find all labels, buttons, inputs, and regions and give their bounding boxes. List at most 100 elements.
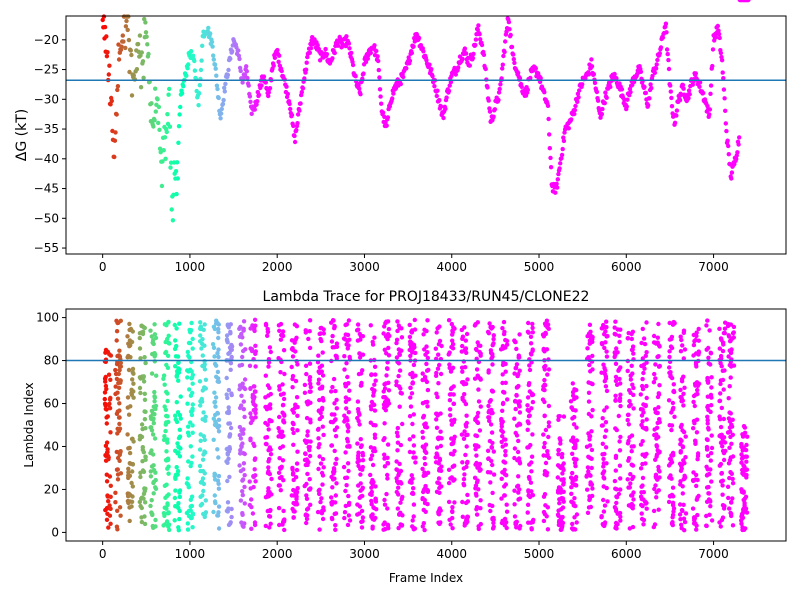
bottom-data-point [503, 448, 508, 454]
bottom-data-point [248, 326, 253, 331]
top-x-tick-label: 0 [99, 260, 107, 274]
bottom-data-point [558, 441, 563, 446]
bottom-data-point [201, 511, 206, 517]
bottom-data-point [424, 425, 430, 430]
top-x-tick-label: 7000 [698, 260, 729, 274]
bottom-data-point [450, 365, 456, 370]
top-data-point [559, 152, 565, 158]
bottom-data-point [118, 378, 123, 383]
bottom-data-point [589, 465, 594, 471]
bottom-data-point [546, 420, 552, 425]
bottom-data-point [474, 512, 480, 517]
bottom-data-point [316, 377, 322, 382]
bottom-data-point [321, 331, 326, 336]
bottom-data-point [215, 513, 221, 518]
bottom-data-point [173, 488, 178, 493]
bottom-data-point [177, 516, 182, 522]
bottom-data-point [460, 499, 465, 505]
bottom-data-point [542, 492, 548, 497]
top-data-point [131, 73, 136, 78]
bottom-data-point [347, 518, 353, 523]
bottom-data-point [176, 370, 182, 375]
top-data-point [453, 72, 458, 77]
bottom-data-point [216, 481, 221, 486]
top-data-point [660, 35, 666, 40]
top-data-point [156, 104, 162, 110]
bottom-data-point [447, 407, 453, 412]
bottom-data-point [280, 382, 285, 387]
top-data-point [432, 84, 437, 89]
bottom-data-point [212, 390, 217, 395]
bottom-data-point [449, 344, 454, 350]
bottom-data-point [448, 369, 454, 374]
bottom-data-point [240, 492, 245, 498]
bottom-data-point [486, 331, 492, 336]
top-data-point [184, 73, 189, 78]
bottom-data-point [690, 506, 696, 511]
top-data-point [266, 90, 271, 95]
bottom-data-point [398, 500, 403, 505]
bottom-data-point [487, 415, 492, 420]
top-y-ticks: −55−50−45−40−35−30−25−20 [34, 33, 66, 255]
bottom-data-point [163, 428, 168, 434]
top-data-point [437, 97, 442, 103]
bottom-data-point [368, 456, 373, 462]
bottom-data-point [600, 521, 605, 527]
bottom-data-point [166, 319, 171, 325]
bottom-data-point [333, 527, 338, 532]
top-data-point [586, 72, 592, 77]
bottom-data-point [291, 421, 296, 427]
bottom-data-point [529, 392, 535, 398]
bottom-data-point [374, 507, 379, 512]
bottom-data-point [320, 395, 325, 401]
bottom-y-tick-label: 0 [51, 525, 59, 539]
bottom-data-point [373, 372, 378, 377]
bottom-data-point [420, 401, 426, 406]
bottom-data-point [718, 524, 723, 529]
bottom-data-point [671, 452, 676, 457]
top-data-point [722, 96, 727, 101]
top-data-point [499, 76, 504, 81]
bottom-data-point [434, 411, 439, 416]
bottom-data-point [329, 320, 334, 325]
bottom-data-point [382, 324, 387, 329]
bottom-data-point [557, 501, 562, 506]
bottom-data-point [721, 439, 726, 444]
bottom-data-point [446, 352, 451, 357]
bottom-data-point [546, 403, 552, 409]
bottom-data-point [359, 525, 365, 530]
bottom-data-point [600, 416, 605, 421]
bottom-data-point [585, 346, 590, 351]
bottom-data-point [410, 518, 415, 523]
bottom-data-point [216, 335, 221, 341]
bottom-data-point [643, 461, 648, 466]
bottom-data-point [604, 319, 609, 324]
bottom-data-point [464, 420, 469, 426]
bottom-data-point [185, 521, 190, 526]
top-data-point [658, 45, 664, 50]
bottom-data-point [447, 365, 452, 371]
top-data-point [479, 42, 485, 48]
bottom-data-point [517, 404, 522, 409]
bottom-data-point [410, 524, 415, 529]
bottom-data-point [742, 496, 747, 502]
top-data-point [346, 41, 352, 46]
bottom-data-point [316, 353, 321, 358]
bottom-data-point [491, 472, 497, 477]
bottom-data-point [517, 459, 522, 464]
bottom-data-point [603, 340, 608, 345]
bottom-data-point [728, 350, 734, 356]
bottom-data-point [618, 518, 623, 523]
bottom-data-point [176, 435, 182, 441]
bottom-data-point [487, 321, 492, 326]
top-data-point [686, 88, 692, 93]
top-data-point [292, 139, 298, 145]
bottom-data-point [421, 445, 427, 450]
bottom-data-point [561, 414, 567, 419]
bottom-data-point [394, 430, 400, 435]
top-data-point [242, 72, 248, 78]
bottom-data-point [745, 434, 750, 439]
top-data-point [245, 75, 250, 81]
bottom-data-point [704, 473, 710, 478]
bottom-data-point [543, 323, 548, 328]
